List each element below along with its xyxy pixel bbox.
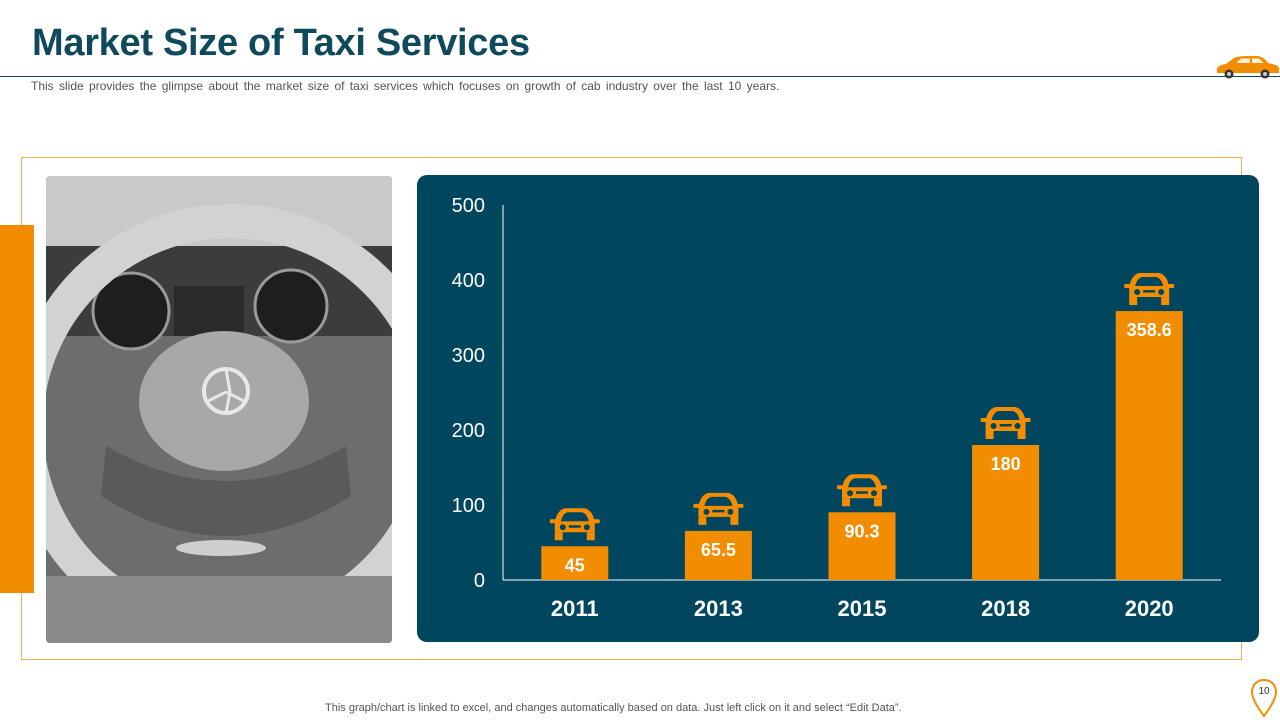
page-subtitle: This slide provides the glimpse about th…	[31, 79, 780, 93]
title-divider	[0, 76, 1280, 77]
bar-chart: 0 100 200 300 400 500 45 65.5 90.3 180 358.6 2011…	[452, 195, 1221, 621]
bar-2018	[972, 445, 1040, 580]
x-tick-label: 2020	[1125, 596, 1174, 621]
location-pin-icon	[1250, 678, 1278, 718]
taxi-front-icon	[837, 474, 887, 507]
steering-wheel-photo	[46, 176, 392, 643]
y-tick-label: 300	[452, 345, 485, 367]
x-tick-label: 2018	[981, 596, 1030, 621]
y-tick-label: 100	[452, 495, 485, 517]
taxi-front-icon	[980, 407, 1031, 439]
bar-2013	[684, 530, 752, 580]
data-label: 45	[565, 555, 585, 575]
data-label: 358.6	[1127, 320, 1172, 340]
y-tick-label: 500	[452, 195, 485, 217]
y-tick-label: 200	[452, 420, 485, 442]
footer-note: This graph/chart is linked to excel, and…	[325, 702, 902, 714]
data-label: 65.5	[701, 540, 736, 560]
bar-2020	[1115, 311, 1183, 580]
taxi-front-icon	[693, 492, 744, 525]
x-tick-label: 2013	[694, 596, 743, 621]
bar-2015	[828, 512, 896, 580]
bar-2011	[541, 546, 609, 580]
car-icon	[1217, 56, 1279, 79]
accent-bar	[0, 225, 34, 593]
x-tick-label: 2011	[551, 596, 599, 621]
x-tick-label: 2015	[838, 596, 887, 621]
data-label: 180	[991, 454, 1021, 474]
chart-panel: 0 100 200 300 400 500 45 65.5 90.3 180 358.6 2011…	[417, 175, 1259, 642]
page-title: Market Size of Taxi Services	[32, 22, 530, 64]
taxi-front-icon	[1124, 273, 1175, 306]
data-label: 90.3	[844, 521, 879, 541]
y-tick-label: 0	[474, 570, 485, 592]
y-tick-label: 400	[452, 270, 485, 292]
taxi-front-icon	[549, 508, 600, 541]
page-number: 10	[1258, 686, 1270, 697]
